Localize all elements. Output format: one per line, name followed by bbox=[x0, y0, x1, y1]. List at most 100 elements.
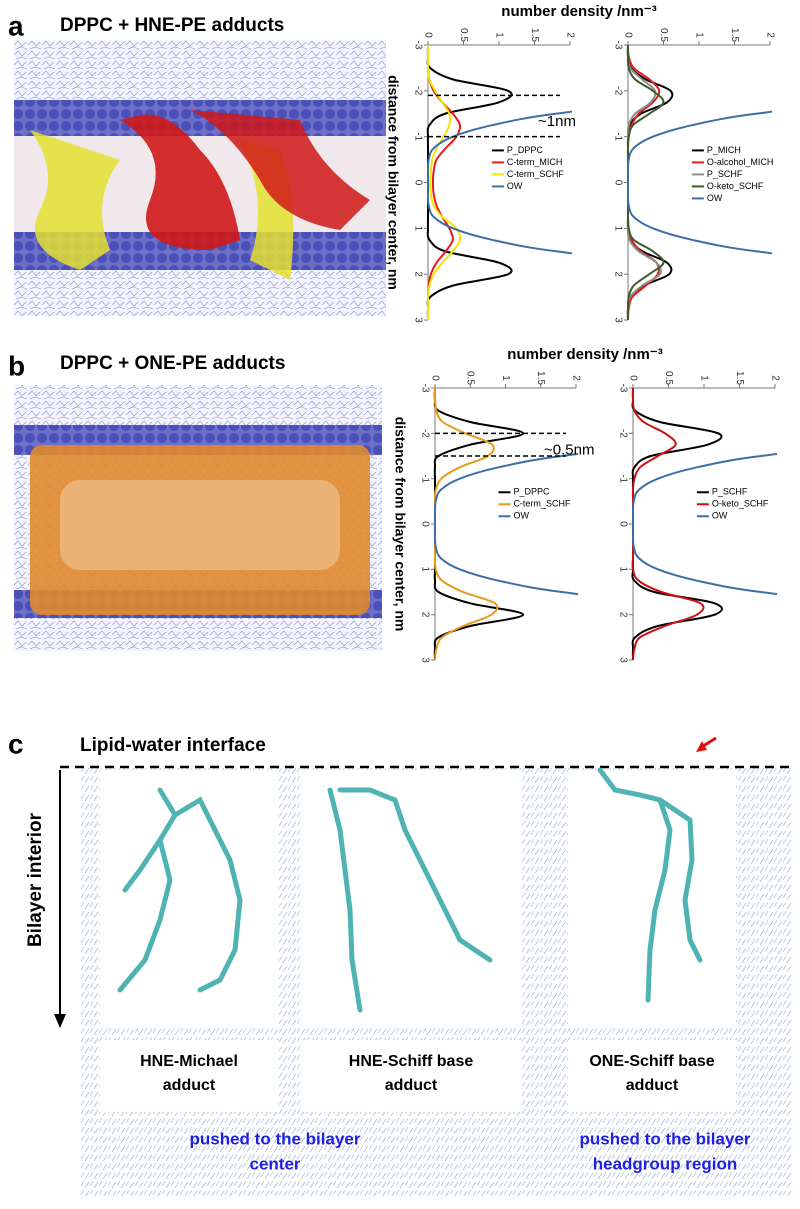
value-tick-label: 2 bbox=[764, 32, 775, 38]
value-tick-label: 0.5 bbox=[663, 371, 674, 385]
legend-label: P_MICH bbox=[707, 145, 741, 155]
distance-tick-label: -2 bbox=[612, 86, 623, 95]
distance-tick-label: 3 bbox=[612, 317, 623, 323]
note: pushed to the bilayer bbox=[190, 1129, 361, 1148]
legend-label: C-term_SCHF bbox=[507, 169, 565, 179]
distance-tick-label: 3 bbox=[617, 657, 628, 663]
distance-tick-label: 3 bbox=[419, 657, 430, 663]
panel-label: c bbox=[8, 728, 24, 759]
distance-tick-label: -3 bbox=[612, 41, 623, 50]
value-tick-label: 2 bbox=[769, 375, 780, 381]
legend-label: P_DPPC bbox=[513, 487, 550, 497]
label-box bbox=[100, 1040, 278, 1112]
label-box bbox=[568, 1040, 736, 1112]
value-tick-label: 0.5 bbox=[465, 371, 476, 385]
legend-label: O-keto_SCHF bbox=[712, 499, 769, 509]
panel-label: b bbox=[8, 350, 25, 381]
snapshot-a bbox=[14, 40, 386, 316]
value-tick-label: 1.5 bbox=[734, 371, 745, 385]
panel-label: a bbox=[8, 10, 24, 41]
axis-label: Bilayer interior bbox=[25, 812, 46, 947]
value-tick-label: 2 bbox=[564, 32, 575, 38]
legend-label: P_DPPC bbox=[507, 145, 544, 155]
distance-tick-label: 1 bbox=[419, 567, 430, 573]
distance-tick-label: 2 bbox=[419, 612, 430, 618]
series-line bbox=[626, 110, 772, 255]
distance-tick-label: 2 bbox=[612, 271, 623, 277]
legend-label: C-term_SCHF bbox=[513, 499, 571, 509]
distance-axis-label: distance from bilayer center, nm bbox=[392, 417, 408, 632]
panel-title: DPPC + HNE-PE adducts bbox=[60, 15, 284, 36]
molecule-label: HNE-Michael bbox=[140, 1053, 238, 1070]
series-line bbox=[433, 388, 499, 660]
legend-label: O-keto_SCHF bbox=[707, 181, 764, 191]
series-line bbox=[426, 45, 462, 320]
series-line bbox=[426, 45, 513, 320]
distance-tick-label: 0 bbox=[612, 180, 623, 186]
distance-tick-label: 0 bbox=[419, 521, 430, 527]
distance-tick-label: -2 bbox=[419, 429, 430, 438]
note: headgroup region bbox=[593, 1154, 738, 1173]
molecule-label: HNE-Schiff base bbox=[349, 1053, 474, 1070]
distance-tick-label: -2 bbox=[412, 86, 423, 95]
legend-label: OW bbox=[712, 511, 728, 521]
series-line bbox=[631, 452, 777, 596]
distance-tick-label: 0 bbox=[412, 180, 423, 186]
distance-tick-label: -3 bbox=[617, 384, 628, 393]
label-box bbox=[300, 1040, 522, 1112]
note: pushed to the bilayer bbox=[580, 1129, 751, 1148]
legend-label: OW bbox=[513, 511, 529, 521]
distance-tick-label: 2 bbox=[617, 612, 628, 618]
molecule-box bbox=[568, 770, 736, 1028]
value-tick-label: 1.5 bbox=[535, 371, 546, 385]
value-tick-label: 0 bbox=[422, 32, 433, 38]
distance-tick-label: -1 bbox=[612, 132, 623, 141]
value-axis-label: number density /nm⁻³ bbox=[501, 3, 656, 20]
distance-tick-label: -3 bbox=[419, 384, 430, 393]
panel-title: DPPC + ONE-PE adducts bbox=[60, 353, 285, 374]
series-line bbox=[426, 110, 572, 255]
legend-label: C-term_MICH bbox=[507, 157, 563, 167]
series-line bbox=[426, 45, 462, 320]
molecule-label: adduct bbox=[163, 1077, 216, 1094]
value-tick-label: 1 bbox=[693, 32, 704, 38]
legend-label: OW bbox=[707, 193, 723, 203]
value-tick-label: 0.5 bbox=[458, 28, 469, 42]
series-line bbox=[433, 452, 578, 596]
distance-tick-label: -2 bbox=[617, 429, 628, 438]
value-tick-label: 0 bbox=[627, 375, 638, 381]
red-arrow-head bbox=[696, 741, 707, 752]
distance-tick-label: -1 bbox=[617, 474, 628, 483]
legend-label: OW bbox=[507, 181, 523, 191]
molecule-box bbox=[100, 770, 278, 1028]
molecule-label: adduct bbox=[626, 1077, 679, 1094]
molecule-label: adduct bbox=[385, 1077, 438, 1094]
value-tick-label: 0 bbox=[429, 375, 440, 381]
value-tick-label: 0 bbox=[622, 32, 633, 38]
distance-tick-label: -3 bbox=[412, 41, 423, 50]
distance-tick-label: -1 bbox=[419, 474, 430, 483]
value-tick-label: 2 bbox=[570, 375, 581, 381]
value-tick-label: 1.5 bbox=[529, 28, 540, 42]
series-line bbox=[631, 388, 723, 660]
legend-label: O-alcohol_MICH bbox=[707, 157, 774, 167]
panel-c: c Lipid-water interface Bilayer interior bbox=[8, 728, 792, 1196]
distance-tick-label: 3 bbox=[412, 317, 423, 323]
distance-tick-label: 2 bbox=[412, 271, 423, 277]
legend-label: P_SCHF bbox=[707, 169, 743, 179]
note: center bbox=[249, 1154, 300, 1173]
value-tick-label: 1 bbox=[500, 375, 511, 381]
distance-axis-label: distance from bilayer center, nm bbox=[385, 75, 401, 290]
molecule-sketches bbox=[117, 767, 703, 1013]
legend-label: P_SCHF bbox=[712, 487, 748, 497]
distance-tick-label: 1 bbox=[412, 226, 423, 232]
molecule-label: ONE-Schiff base bbox=[589, 1053, 714, 1070]
value-tick-label: 1 bbox=[698, 375, 709, 381]
value-axis-label: number density /nm⁻³ bbox=[507, 346, 662, 363]
distance-tick-label: -1 bbox=[412, 132, 423, 141]
distance-tick-label: 0 bbox=[617, 521, 628, 527]
distance-tick-label: 1 bbox=[612, 226, 623, 232]
interface-label: Lipid-water interface bbox=[80, 735, 266, 756]
annotation-text: ~0.5nm bbox=[544, 442, 594, 459]
